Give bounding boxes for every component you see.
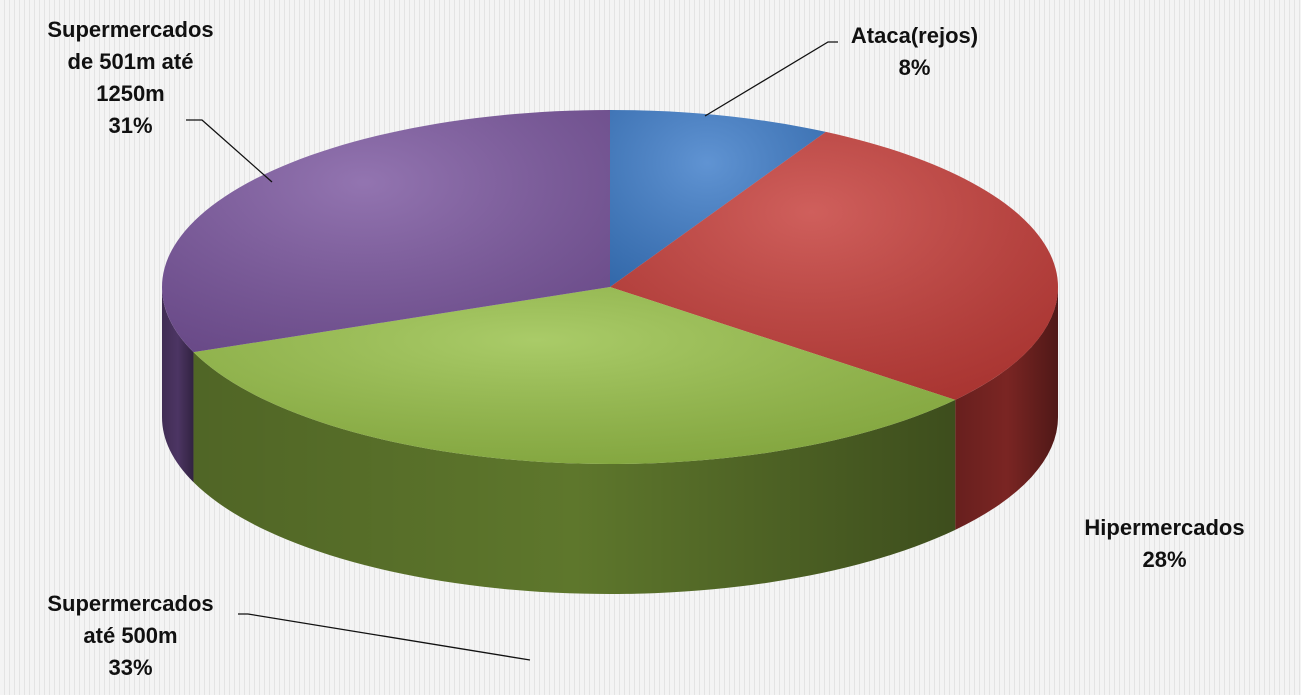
side-shade	[193, 352, 956, 594]
category-label: Hipermercados	[1084, 515, 1245, 540]
slice-shine	[161, 110, 611, 353]
slice-shine	[193, 287, 956, 465]
pie-sides	[162, 287, 1058, 594]
category-label: Supermercados até 500m	[47, 591, 214, 648]
value-label: 8%	[898, 55, 931, 80]
data-label: Ataca(rejos) 8%	[822, 20, 1007, 84]
category-label: Ataca(rejos)	[850, 23, 979, 48]
value-label: 33%	[108, 655, 153, 680]
pie-tops	[161, 110, 1058, 465]
side-shade	[955, 287, 1058, 530]
data-label: Supermercados até 500m 33%	[38, 588, 223, 684]
data-label: Supermercados de 501m até 1250m 31%	[38, 14, 223, 142]
leader-line	[238, 613, 531, 661]
side-shade	[162, 287, 194, 483]
category-label: Supermercados de 501m até 1250m	[47, 17, 214, 106]
value-label: 28%	[1142, 547, 1187, 572]
leader-line	[704, 41, 838, 117]
leader-line	[186, 119, 273, 183]
value-label: 31%	[108, 113, 153, 138]
data-label: Hipermercados 28%	[1072, 512, 1257, 576]
slice-shine	[610, 110, 826, 287]
slice-shine	[610, 131, 1058, 400]
